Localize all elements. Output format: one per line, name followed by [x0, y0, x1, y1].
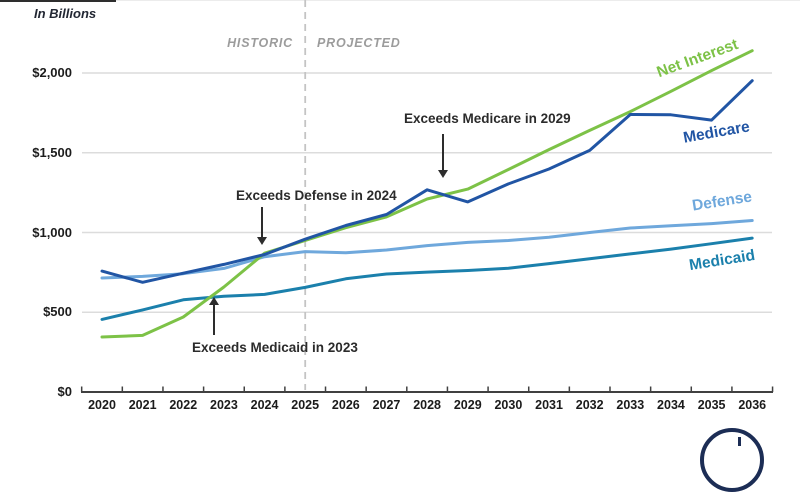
x-axis-label: 2034 [657, 398, 685, 412]
x-axis-label: 2035 [697, 398, 726, 412]
top-edge-line [0, 0, 800, 1]
top-left-edge-artifact [0, 0, 116, 2]
down-arrow-line [261, 207, 263, 238]
y-axis-label: $1,000 [32, 224, 72, 240]
series-line-medicaid [100, 236, 754, 321]
down-arrow-line [442, 134, 444, 171]
projected-period-label: PROJECTED [317, 36, 401, 50]
x-axis-label: 2036 [738, 398, 767, 412]
partial-circular-logo [700, 428, 764, 492]
x-axis-label: 2021 [128, 398, 157, 412]
x-axis-label: 2020 [88, 398, 116, 412]
down-arrow-head-icon [257, 237, 267, 245]
x-axis-label: 2025 [291, 398, 320, 412]
x-axis-label: 2032 [575, 398, 604, 412]
x-axis-label: 2031 [535, 398, 563, 412]
y-axis-label: $500 [43, 304, 72, 320]
x-axis-label: 2030 [494, 398, 523, 412]
annotation-exceeds-medicaid: Exceeds Medicaid in 2023 [192, 340, 358, 355]
y-axis-label: $1,500 [32, 144, 72, 160]
series-line-defense [100, 219, 754, 280]
x-axis-label: 2033 [616, 398, 645, 412]
x-axis-label: 2023 [210, 398, 238, 412]
historic-period-label: HISTORIC [227, 36, 293, 50]
logo-clock-tick-icon [738, 437, 741, 446]
x-axis-label: 2026 [331, 398, 360, 412]
up-arrow-line [213, 304, 215, 335]
x-axis-label: 2022 [169, 398, 198, 412]
annotation-exceeds-defense: Exceeds Defense in 2024 [236, 188, 397, 203]
x-axis-label: 2024 [250, 398, 279, 412]
series-line-medicare [100, 79, 754, 284]
up-arrow-head-icon [209, 297, 219, 305]
x-axis-label: 2028 [413, 398, 442, 412]
annotation-exceeds-medicare: Exceeds Medicare in 2029 [404, 111, 571, 126]
spending-line-chart [80, 0, 774, 393]
x-axis-label: 2029 [453, 398, 482, 412]
y-axis-label: $2,000 [32, 65, 72, 80]
y-axis-label: $0 [57, 384, 72, 399]
down-arrow-head-icon [438, 170, 448, 178]
units-label: In Billions [34, 6, 97, 21]
series-line-net-interest [100, 49, 754, 339]
x-axis-label: 2027 [372, 398, 401, 412]
